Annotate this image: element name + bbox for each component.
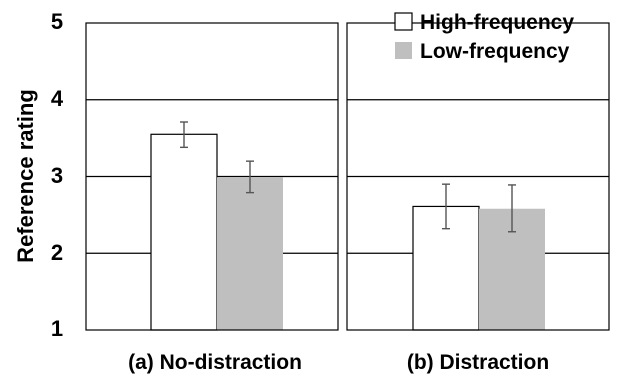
y-tick-label: 4 — [51, 86, 64, 111]
bar-low-frequency — [217, 177, 283, 330]
legend-swatch-low-frequency — [395, 42, 412, 59]
panel-distraction — [346, 22, 610, 331]
y-tick-label: 1 — [51, 316, 63, 341]
legend-swatch-high-frequency — [394, 12, 413, 31]
legend: High-frequency Low-frequency — [394, 11, 574, 63]
panel-label-b: (b) Distraction — [407, 351, 549, 374]
y-axis-title: Reference rating — [13, 89, 38, 263]
panel-frame — [85, 22, 339, 331]
bar-high-frequency — [150, 133, 218, 331]
legend-label-high-frequency: High-frequency — [420, 11, 574, 34]
error-bar-high-frequency — [180, 121, 188, 149]
error-bar-high-frequency — [442, 183, 450, 230]
y-tick-label: 3 — [51, 163, 63, 188]
panel-label-a: (a) No-distraction — [128, 351, 302, 374]
bars — [412, 183, 545, 331]
y-tick-labels: 1 2 3 4 5 — [51, 9, 64, 341]
legend-label-low-frequency: Low-frequency — [420, 40, 570, 63]
y-tick-label: 2 — [51, 240, 63, 265]
y-tick-label: 5 — [51, 9, 63, 34]
error-bar-low-frequency — [246, 160, 254, 194]
error-bar-low-frequency — [508, 184, 516, 233]
bars — [150, 121, 283, 331]
panel-frame — [346, 22, 610, 331]
panel-no-distraction — [85, 22, 339, 331]
